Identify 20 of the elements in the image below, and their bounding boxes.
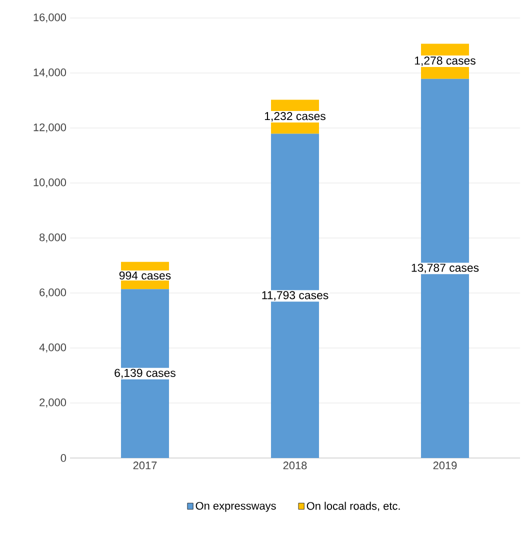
y-tick-label: 8,000 — [40, 233, 66, 243]
y-tick-label: 10,000 — [34, 178, 66, 188]
legend-label: On expressways — [196, 502, 276, 512]
x-tick-label: 2019 — [433, 462, 457, 470]
data-label: 1,278 cases — [414, 56, 476, 66]
data-label: 994 cases — [119, 271, 171, 280]
y-tick-label: 16,000 — [34, 13, 66, 23]
y-tick-label: 2,000 — [40, 398, 66, 408]
x-tick-label: 2017 — [133, 462, 157, 470]
legend-label: On local roads, etc. — [306, 502, 400, 512]
y-tick-label: 6,000 — [40, 288, 66, 298]
data-label: 1,232 cases — [264, 112, 326, 122]
x-tick-label: 2018 — [283, 462, 307, 470]
data-label: 6,139 cases — [114, 368, 176, 378]
data-label: 13,787 cases — [412, 264, 479, 274]
y-tick-label: 12,000 — [34, 123, 66, 133]
data-label: 11,793 cases — [262, 291, 328, 301]
y-tick-label: 4,000 — [39, 343, 66, 353]
y-tick-label: 14,000 — [34, 68, 66, 78]
y-tick-label: 0 — [60, 454, 66, 462]
